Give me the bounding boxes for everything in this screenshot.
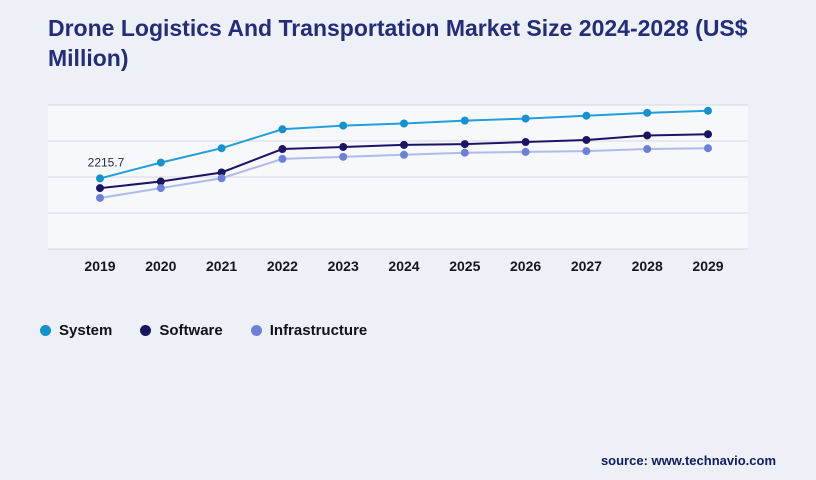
data-point-marker xyxy=(521,147,530,156)
legend-dot-icon xyxy=(140,325,152,336)
x-tick-label: 2022 xyxy=(266,258,298,274)
x-tick-label: 2028 xyxy=(631,258,663,274)
x-tick-label: 2026 xyxy=(510,258,542,274)
data-label: 2215.7 xyxy=(88,155,125,169)
legend-item-system: System xyxy=(40,322,112,339)
data-point-marker xyxy=(217,168,226,177)
data-point-marker xyxy=(643,145,652,154)
data-point-marker xyxy=(96,184,104,193)
data-point-marker xyxy=(460,116,469,125)
data-point-marker xyxy=(704,130,712,139)
data-point-marker xyxy=(278,154,287,163)
x-axis-labels: 2019 2020 2021 2022 2023 2024 2025 2026 2027 2028… xyxy=(48,254,748,278)
data-point-marker xyxy=(460,140,469,149)
legend-item-software: Software xyxy=(140,322,223,339)
data-point-marker xyxy=(217,144,226,153)
plot-area: 2215.7 xyxy=(48,104,748,250)
x-tick-label: 2020 xyxy=(145,258,177,274)
data-point-marker xyxy=(96,193,104,202)
data-point-marker xyxy=(582,147,591,156)
data-point-marker xyxy=(217,174,226,183)
data-point-marker xyxy=(582,135,591,144)
data-point-marker xyxy=(582,111,591,120)
data-point-marker xyxy=(156,177,165,186)
x-tick-label: 2029 xyxy=(692,258,724,274)
data-point-marker xyxy=(96,174,104,183)
data-point-marker xyxy=(704,106,712,115)
data-point-marker xyxy=(156,184,165,193)
x-tick-label: 2023 xyxy=(327,258,359,274)
legend-dot-icon xyxy=(250,325,262,336)
legend-label: Software xyxy=(159,322,223,339)
data-point-marker xyxy=(521,138,530,147)
line-chart: 2215.7 2019 2020 2021 2022 2023 2024 2025 2026 2… xyxy=(48,100,748,285)
data-point-marker xyxy=(339,152,348,161)
x-tick-label: 2024 xyxy=(388,258,420,274)
data-point-marker xyxy=(339,121,348,130)
x-tick-label: 2027 xyxy=(570,258,602,274)
data-point-marker xyxy=(156,158,165,167)
data-point-marker xyxy=(278,125,287,134)
legend: System Software Infrastructure xyxy=(40,322,367,339)
x-tick-label: 2021 xyxy=(206,258,238,274)
data-point-marker xyxy=(339,142,348,151)
legend-label: System xyxy=(59,322,113,339)
data-point-marker xyxy=(521,114,530,123)
data-point-marker xyxy=(278,145,287,154)
data-point-marker xyxy=(643,131,652,140)
data-point-marker xyxy=(704,144,712,153)
data-point-marker xyxy=(460,148,469,157)
legend-item-infrastructure: Infrastructure xyxy=(250,322,368,339)
x-tick-label: 2019 xyxy=(84,258,116,274)
data-point-marker xyxy=(400,119,408,128)
chart-title: Drone Logistics And Transportation Marke… xyxy=(48,15,748,71)
x-tick-label: 2025 xyxy=(449,258,481,274)
source-attribution: source: www.technavio.com xyxy=(600,453,776,468)
legend-label: Infrastructure xyxy=(269,322,368,339)
data-point-marker xyxy=(400,150,408,159)
legend-dot-icon xyxy=(40,325,51,336)
data-point-marker xyxy=(400,140,408,149)
data-point-marker xyxy=(643,108,652,117)
